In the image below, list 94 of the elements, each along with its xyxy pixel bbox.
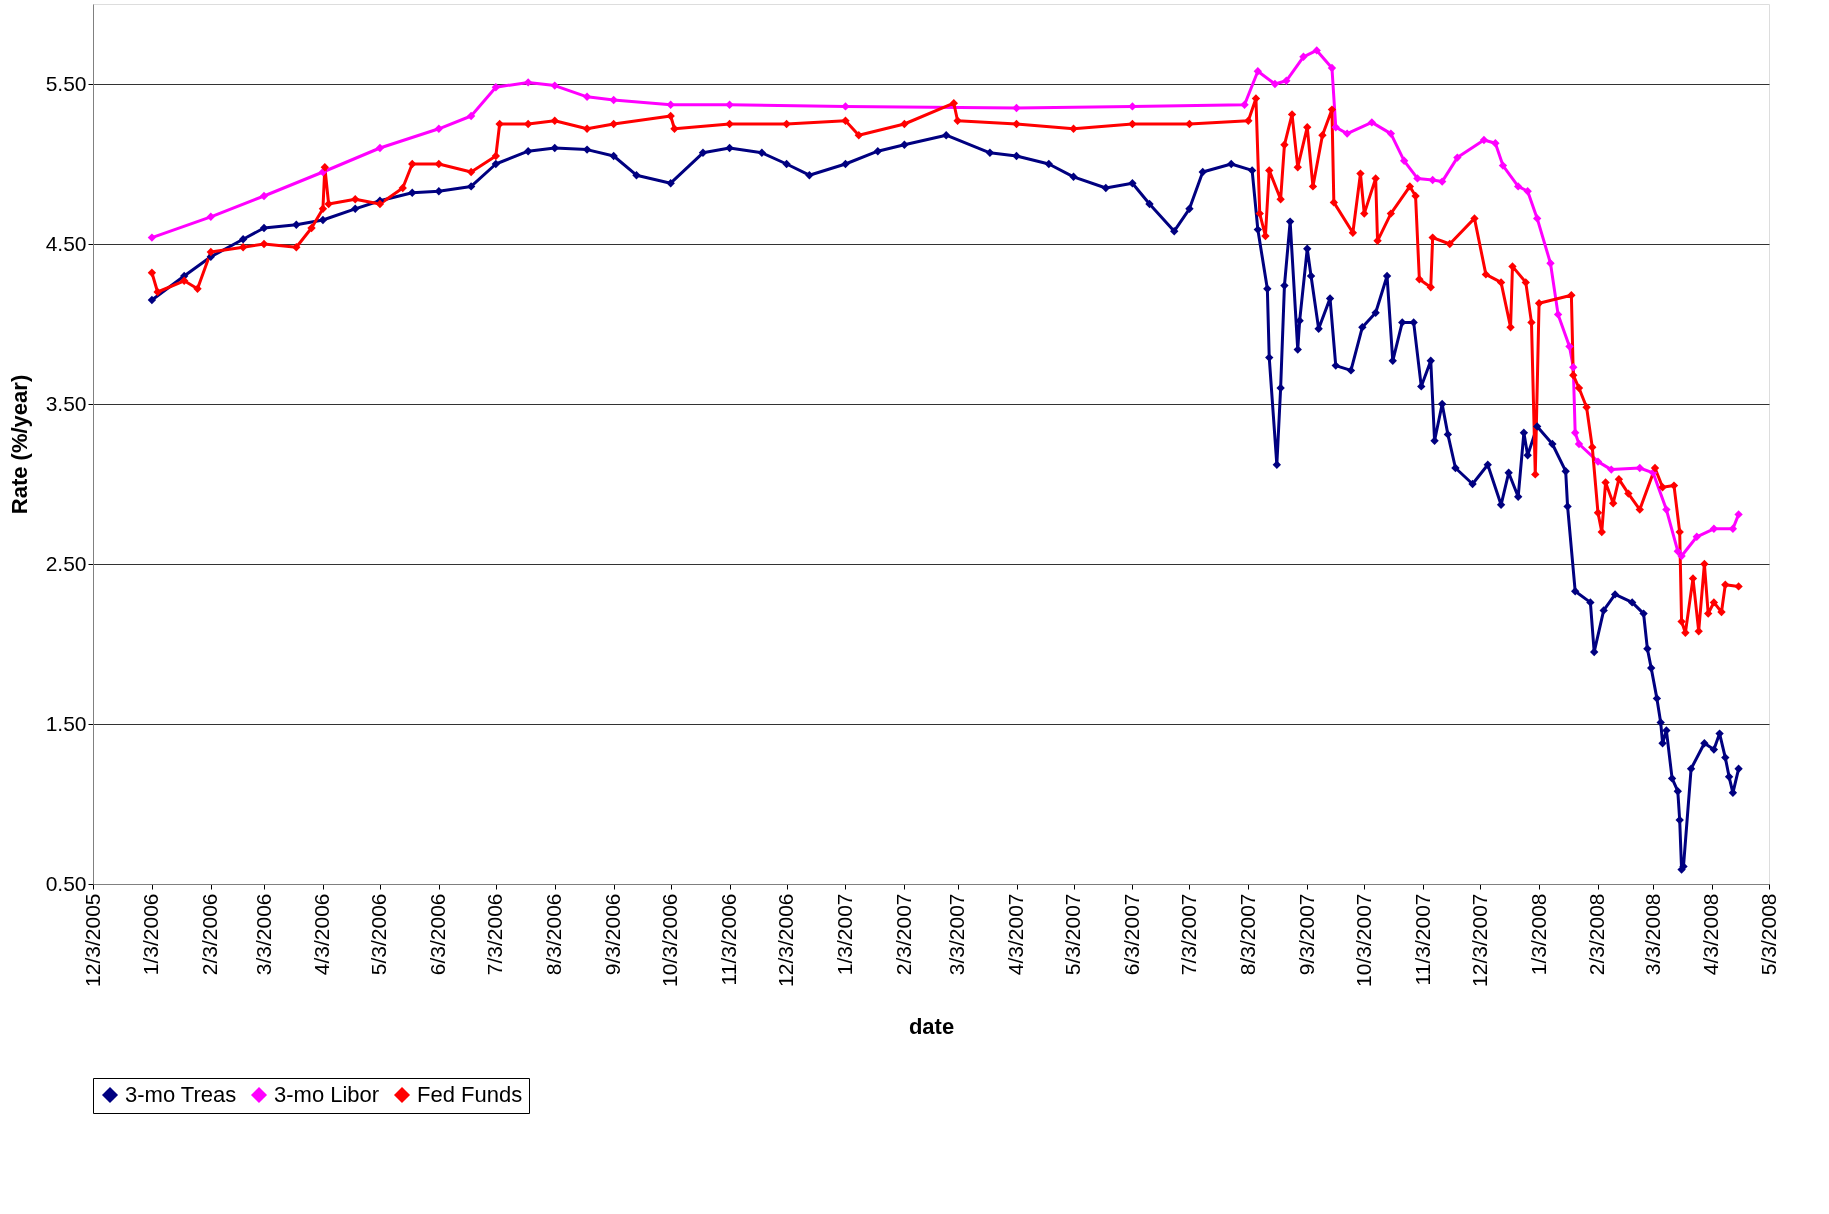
- point: [1270, 79, 1280, 89]
- x-tick-label: 9/3/2007: [1294, 893, 1318, 976]
- x-tick-label: 8/3/2006: [542, 893, 566, 976]
- point: [1565, 342, 1574, 351]
- x-tick-label: 11/3/2007: [1410, 893, 1434, 986]
- point: [1367, 118, 1377, 127]
- legend-label: 3-mo Treas: [125, 1082, 237, 1108]
- y-tick-label: 5.50: [45, 71, 87, 95]
- point: [1546, 259, 1555, 268]
- x-tick-label: 3/3/2008: [1640, 893, 1664, 976]
- point: [1331, 123, 1340, 132]
- point: [1593, 457, 1603, 466]
- point: [1413, 174, 1422, 183]
- point: [1734, 510, 1743, 519]
- x-tick-label: 7/3/2007: [1176, 893, 1200, 976]
- x-tick-label: 11/3/2006: [717, 893, 741, 986]
- x-tick-label: 12/3/2007: [1467, 893, 1491, 987]
- x-tick-label: 4/3/2006: [310, 893, 334, 976]
- point: [1523, 187, 1532, 196]
- x-tick-label: 2/3/2006: [198, 893, 222, 976]
- x-tick-label: 1/3/2008: [1526, 893, 1550, 976]
- point: [1240, 100, 1249, 109]
- point: [1312, 46, 1321, 55]
- point: [1491, 139, 1500, 148]
- x-tick-label: 1/3/2006: [139, 893, 163, 976]
- x-tick-label: 12/3/2005: [80, 893, 104, 987]
- point: [434, 124, 444, 133]
- point: [206, 212, 215, 221]
- point: [491, 83, 501, 92]
- point: [1513, 182, 1523, 191]
- point: [1553, 310, 1563, 319]
- x-tick-label: 9/3/2006: [601, 893, 625, 976]
- x-tick-label: 12/3/2006: [774, 893, 798, 987]
- point: [1399, 156, 1409, 165]
- x-tick-label: 4/3/2008: [1699, 893, 1723, 976]
- x-tick-label: 6/3/2007: [1119, 893, 1143, 976]
- x-tick-label: 2/3/2007: [891, 893, 915, 976]
- point: [523, 78, 533, 87]
- x-tick-label: 5/3/2006: [367, 893, 391, 976]
- y-tick-label: 2.50: [45, 551, 87, 575]
- x-tick-label: 10/3/2006: [658, 893, 682, 987]
- point: [1570, 428, 1580, 437]
- legend-label: Fed Funds: [417, 1082, 523, 1108]
- x-tick-label: 5/3/2007: [1061, 893, 1085, 976]
- point: [1607, 465, 1616, 474]
- point: [1479, 135, 1489, 145]
- point: [1453, 153, 1462, 162]
- point: [1428, 175, 1437, 185]
- point: [609, 95, 618, 105]
- y-tick-label: 3.50: [45, 391, 87, 415]
- y-axis-title: Rate (%/year): [6, 374, 32, 515]
- point: [1662, 505, 1671, 514]
- point: [1299, 52, 1308, 61]
- x-tick-label: 2/3/2008: [1585, 893, 1609, 976]
- x-tick-label: 5/3/2008: [1756, 893, 1780, 976]
- point: [1437, 177, 1447, 186]
- point: [1532, 214, 1542, 223]
- legend-label: 3-mo Libor: [274, 1082, 380, 1108]
- point: [725, 100, 734, 109]
- x-tick-label: 4/3/2007: [1004, 893, 1028, 976]
- point: [466, 111, 476, 121]
- point: [1635, 463, 1644, 473]
- point: [1386, 129, 1396, 138]
- point: [1569, 363, 1578, 372]
- y-tick-label: 4.50: [45, 231, 87, 255]
- point: [1012, 103, 1021, 113]
- x-tick-label: 6/3/2006: [426, 893, 450, 976]
- x-tick-label: 3/3/2006: [251, 893, 275, 976]
- point: [582, 92, 592, 101]
- x-tick-label: 8/3/2007: [1235, 893, 1259, 976]
- x-tick-label: 7/3/2006: [483, 893, 507, 976]
- y-tick-label: 0.50: [45, 871, 87, 895]
- y-tick-label: 1.50: [45, 711, 87, 735]
- x-tick-label: 3/3/2007: [945, 893, 969, 976]
- point: [1327, 63, 1337, 73]
- point: [1574, 439, 1584, 449]
- point: [1677, 551, 1686, 561]
- x-tick-label: 1/3/2007: [832, 893, 856, 976]
- point: [259, 191, 269, 201]
- point: [1253, 67, 1263, 76]
- point: [666, 100, 675, 109]
- point: [1728, 524, 1738, 533]
- point: [1128, 102, 1137, 111]
- x-tick-label: 10/3/2007: [1351, 893, 1375, 987]
- point: [1498, 161, 1508, 170]
- point: [375, 143, 385, 153]
- point: [1342, 129, 1352, 138]
- point: [318, 167, 328, 177]
- point: [1673, 547, 1682, 556]
- x-axis-title: date: [908, 1013, 955, 1039]
- point: [550, 81, 559, 90]
- point: [1692, 532, 1701, 541]
- point: [147, 233, 157, 242]
- point: [1282, 76, 1291, 85]
